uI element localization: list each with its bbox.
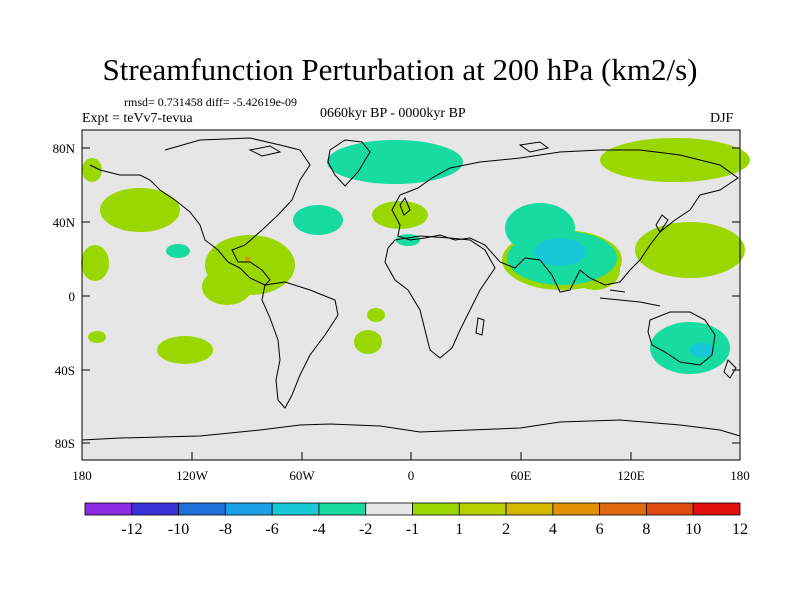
lon-tick-label: 0 — [408, 468, 415, 483]
coastline-path — [81, 419, 741, 441]
colorbar-label: 8 — [642, 521, 650, 538]
lat-tick-label: 80S — [55, 436, 75, 451]
coastline-path — [599, 297, 661, 307]
season-label: DJF — [710, 111, 734, 126]
colorbar-swatch — [599, 502, 647, 516]
lon-tick-label: 120E — [617, 468, 645, 483]
colorbar-swatch — [318, 502, 367, 516]
lat-tick-label: 0 — [69, 289, 76, 304]
anomaly-region — [245, 257, 250, 262]
lat-labels: 80N 40N 0 40S 80S — [53, 141, 76, 451]
colorbar-label: -6 — [265, 521, 278, 538]
lon-tick-label: 60E — [511, 468, 532, 483]
colorbar-swatch — [692, 502, 741, 516]
anomaly-region — [82, 158, 102, 182]
anomaly-region — [166, 244, 190, 258]
colorbar-label: -10 — [168, 521, 189, 538]
stats-line: rmsd= 0.731458 diff= -5.42619e-09 — [124, 95, 297, 109]
colorbar-label: 6 — [596, 521, 604, 538]
colorbar-swatch — [552, 502, 601, 516]
coastline-path — [518, 141, 550, 153]
coastline-path — [655, 214, 669, 233]
anomaly-region — [534, 238, 586, 266]
colorbar-swatch — [505, 502, 554, 516]
coastline-path — [609, 289, 626, 293]
lon-tick-label: 120W — [176, 468, 209, 483]
colorbar-label: 1 — [455, 521, 463, 538]
colorbar-swatch — [271, 502, 320, 516]
anomaly-region — [293, 205, 343, 235]
colorbar-label: -12 — [121, 521, 142, 538]
colorbar — [84, 502, 741, 516]
colorbar-swatch — [458, 502, 507, 516]
anomaly-region — [88, 331, 106, 343]
period-label: 0660kyr BP - 0000kyr BP — [320, 106, 466, 121]
lon-ticks — [81, 452, 741, 460]
colorbar-label: -4 — [312, 521, 325, 538]
lat-tick-label: 40N — [53, 215, 76, 230]
coastline-path — [89, 137, 311, 286]
anomaly-region — [354, 330, 382, 354]
coastline-path — [391, 149, 739, 293]
colorbar-swatch — [646, 502, 694, 516]
coastline-path — [327, 139, 371, 187]
colorbar-label: -1 — [406, 521, 419, 538]
coastline-path — [384, 235, 496, 359]
anomaly-region — [100, 188, 180, 232]
lat-ticks — [82, 147, 740, 444]
coastline-path — [399, 196, 411, 216]
colorbar-swatch — [412, 502, 460, 516]
colorbar-label: -8 — [219, 521, 232, 538]
colorbar-swatch — [365, 502, 413, 516]
colorbar-swatch — [178, 502, 226, 516]
coastline-path — [647, 311, 716, 366]
lon-labels: 180 120W 60W 0 60E 120E 180 — [72, 468, 750, 483]
anomaly-region — [327, 140, 463, 184]
colorbar-label: 2 — [502, 521, 510, 538]
anomaly-shading — [81, 138, 750, 374]
colorbar-swatch — [131, 502, 179, 516]
coastlines — [81, 137, 741, 441]
colorbar-label: -2 — [359, 521, 372, 538]
lat-tick-label: 80N — [53, 141, 76, 156]
anomaly-region — [635, 222, 745, 278]
anomaly-region — [81, 245, 109, 281]
coastline-path — [723, 359, 737, 379]
lon-tick-label: 180 — [72, 468, 92, 483]
anomaly-region — [690, 343, 714, 357]
anomaly-region — [367, 308, 385, 322]
lon-tick-label: 180 — [730, 468, 750, 483]
coastline-path — [475, 317, 485, 336]
colorbar-swatch — [224, 502, 273, 516]
map-title: Streamfunction Perturbation at 200 hPa (… — [102, 52, 698, 87]
anomaly-region — [396, 234, 420, 246]
colorbar-label: 10 — [685, 521, 701, 538]
anomaly-region — [372, 201, 428, 229]
anomaly-region — [157, 336, 213, 364]
colorbar-label: 4 — [549, 521, 557, 538]
lon-tick-label: 60W — [289, 468, 315, 483]
colorbar-swatch — [84, 502, 133, 516]
anomaly-region — [202, 269, 252, 305]
coastline-path — [248, 145, 282, 157]
anomaly-region — [650, 322, 730, 374]
colorbar-labels: -12 -10 -8 -6 -4 -2 -1 1 2 4 6 8 10 12 — [121, 521, 748, 538]
anomaly-region — [600, 138, 750, 182]
coastline-path — [261, 281, 339, 409]
experiment-label: Expt = teVv7-tevua — [82, 111, 193, 126]
colorbar-label: 12 — [732, 521, 748, 538]
lat-tick-label: 40S — [55, 363, 75, 378]
